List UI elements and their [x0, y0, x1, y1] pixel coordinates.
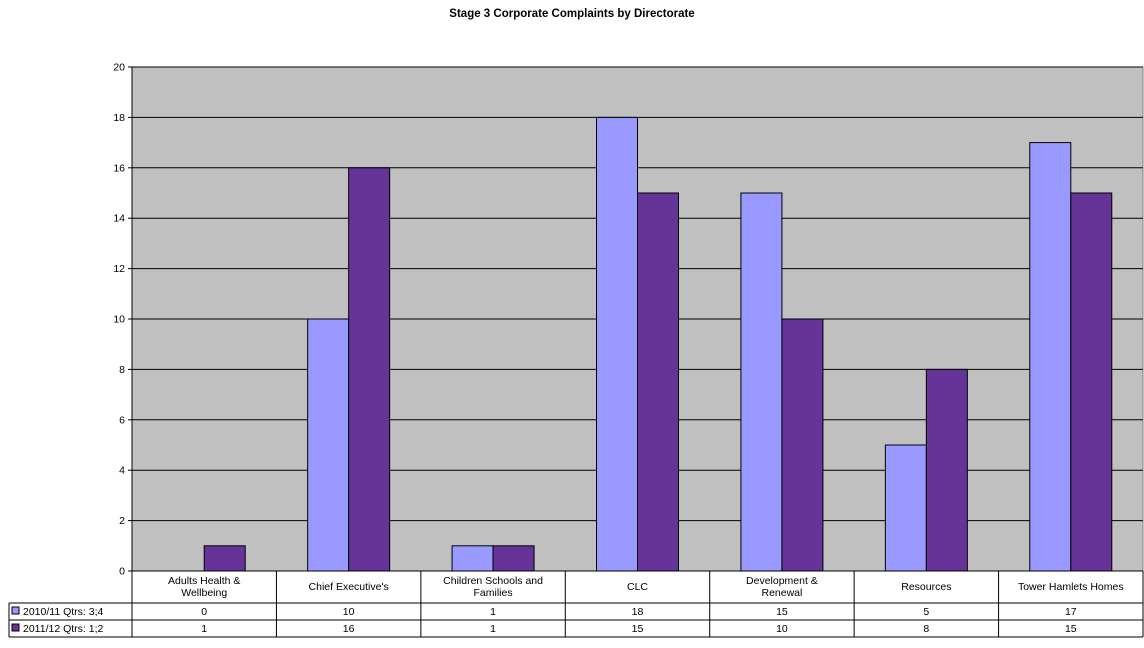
data-table-value: 8	[923, 623, 929, 635]
category-label: Tower Hamlets Homes	[1018, 581, 1124, 593]
y-tick-label: 16	[113, 162, 125, 174]
data-table-value: 0	[201, 606, 207, 618]
y-tick-label: 8	[119, 364, 125, 376]
chart-title: Stage 3 Corporate Complaints by Director…	[449, 8, 695, 20]
y-tick-label: 4	[119, 465, 125, 477]
y-tick-label: 12	[113, 263, 125, 275]
bar	[637, 192, 679, 572]
data-table-value: 15	[1065, 623, 1077, 635]
data-table-value: 15	[776, 606, 788, 618]
bar	[451, 545, 494, 572]
category-label: Wellbeing	[181, 587, 227, 599]
bar	[781, 318, 824, 572]
bar	[203, 545, 246, 572]
y-tick-label: 0	[119, 566, 125, 578]
category-label: Children Schools and	[443, 575, 543, 587]
category-label: Resources	[901, 581, 951, 593]
data-table-value: 5	[923, 606, 929, 618]
data-table-value: 10	[776, 623, 788, 635]
y-tick-label: 6	[119, 414, 125, 426]
bar	[348, 167, 391, 572]
category-label: CLC	[627, 581, 648, 593]
data-table-value: 18	[632, 606, 644, 618]
y-tick-label: 14	[113, 213, 125, 225]
category-label: Chief Executive's	[309, 581, 389, 593]
data-table-value: 16	[343, 623, 355, 635]
legend-label: 2010/11 Qtrs: 3;4	[23, 606, 104, 618]
data-table-value: 17	[1065, 606, 1077, 618]
data-table-value: 10	[343, 606, 355, 618]
category-label: Renewal	[761, 587, 802, 599]
y-tick-label: 2	[119, 515, 125, 527]
bar	[740, 192, 783, 572]
y-tick-label: 18	[113, 112, 125, 124]
data-table-value: 1	[490, 606, 496, 618]
y-tick-label: 10	[113, 314, 125, 326]
bar	[1070, 192, 1113, 572]
bar	[884, 444, 927, 572]
legend-key	[11, 606, 20, 615]
bar	[307, 318, 350, 572]
data-table-value: 1	[201, 623, 207, 635]
data-table-value: 15	[632, 623, 644, 635]
bar	[596, 116, 638, 572]
bar	[492, 545, 535, 572]
category-label: Adults Health &	[168, 575, 240, 587]
y-tick-label: 20	[113, 62, 125, 74]
category-label: Families	[474, 587, 513, 599]
bar	[1029, 142, 1072, 572]
legend-label: 2011/12 Qtrs: 1;2	[23, 623, 104, 635]
data-table-value: 1	[490, 623, 496, 635]
legend-key	[11, 623, 20, 632]
bar	[925, 368, 968, 572]
category-label: Development &	[746, 575, 818, 587]
